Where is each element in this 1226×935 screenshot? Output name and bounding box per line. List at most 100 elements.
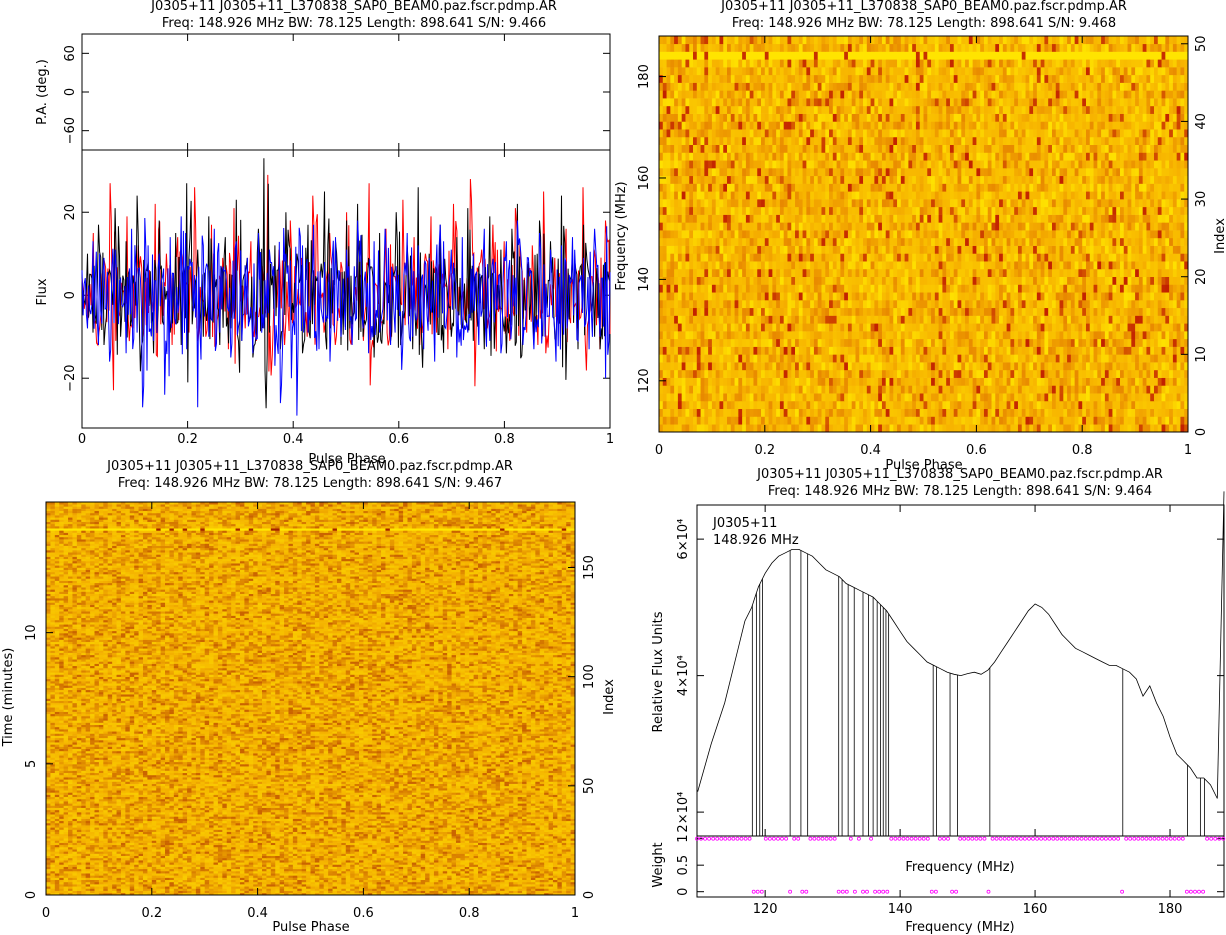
- phase-freq-cell: [749, 261, 754, 270]
- phase-freq-cell: [689, 237, 694, 246]
- phase-freq-cell: [1006, 191, 1011, 200]
- phase-freq-cell: [1089, 338, 1094, 347]
- phase-freq-cell: [670, 323, 675, 332]
- phase-freq-cell: [810, 261, 815, 270]
- phase-freq-cell: [983, 276, 989, 285]
- phase-freq-cell: [866, 214, 871, 223]
- phase-freq-cell: [1078, 245, 1083, 254]
- phase-freq-cell: [689, 284, 694, 293]
- phase-freq-cell: [889, 369, 894, 378]
- phase-freq-cell: [1153, 191, 1159, 200]
- phase-freq-cell: [715, 369, 720, 378]
- phase-freq-cell: [957, 214, 962, 223]
- phase-freq-cell: [1153, 300, 1159, 309]
- phase-freq-cell: [1119, 237, 1125, 246]
- phase-freq-cell: [1150, 362, 1155, 371]
- phase-freq-cell: [666, 292, 671, 301]
- phase-freq-cell: [1123, 261, 1128, 270]
- phase-freq-cell: [897, 206, 902, 215]
- phase-freq-cell: [1093, 385, 1098, 394]
- phase-freq-cell: [1074, 191, 1079, 200]
- phase-freq-cell: [715, 245, 720, 254]
- phase-freq-cell: [761, 307, 766, 316]
- phase-freq-cell: [817, 377, 822, 386]
- phase-freq-cell: [730, 183, 735, 192]
- phase-freq-cell: [681, 191, 686, 200]
- phase-freq-cell: [764, 424, 769, 433]
- phase-freq-cell: [915, 385, 921, 394]
- phase-freq-cell: [1029, 315, 1034, 324]
- phase-freq-cell: [1108, 292, 1113, 301]
- phase-freq-cell: [908, 424, 913, 433]
- phase-freq-cell: [704, 199, 709, 208]
- phase-freq-cell: [795, 230, 800, 239]
- phase-freq-cell: [677, 346, 683, 355]
- phase-freq-cell: [1093, 416, 1098, 425]
- phase-freq-cell: [806, 276, 811, 285]
- phase-freq-cell: [1029, 199, 1034, 208]
- phase-freq-cell: [730, 268, 735, 277]
- phase-freq-cell: [878, 315, 883, 324]
- phase-freq-cell: [696, 206, 701, 215]
- phase-freq-cell: [1051, 175, 1057, 184]
- phase-freq-cell: [1127, 206, 1132, 215]
- phase-freq-cell: [1010, 323, 1015, 332]
- phase-freq-cell: [1108, 230, 1113, 239]
- phase-freq-cell: [991, 369, 996, 378]
- phase-freq-cell: [953, 175, 958, 184]
- phase-freq-cell: [1036, 268, 1042, 277]
- phase-freq-cell: [1074, 385, 1079, 394]
- phase-freq-cell: [900, 315, 906, 324]
- phase-freq-cell: [1021, 168, 1026, 177]
- phase-freq-cell: [1002, 400, 1008, 409]
- phase-freq-cell: [1093, 393, 1098, 402]
- phase-freq-cell: [806, 268, 811, 277]
- phase-freq-cell: [813, 385, 819, 394]
- phase-freq-cell: [810, 354, 815, 363]
- phase-freq-cell: [863, 214, 868, 223]
- phase-freq-cell: [908, 230, 913, 239]
- phase-freq-cell: [727, 346, 732, 355]
- phase-freq-cell: [666, 237, 671, 246]
- phase-freq-cell: [1097, 346, 1102, 355]
- phase-freq-cell: [957, 400, 962, 409]
- phase-freq-cell: [791, 284, 796, 293]
- phase-freq-cell: [696, 307, 701, 316]
- phase-freq-cell: [949, 245, 955, 254]
- phase-freq-cell: [764, 284, 769, 293]
- phase-freq-cell: [1085, 261, 1091, 270]
- phase-freq-cell: [719, 408, 724, 417]
- phase-freq-cell: [1055, 323, 1060, 332]
- phase-freq-cell: [802, 300, 807, 309]
- phase-freq-cell: [1067, 416, 1072, 425]
- phase-freq-cell: [931, 230, 936, 239]
- phase-freq-cell: [742, 424, 747, 433]
- phase-freq-cell: [772, 175, 777, 184]
- phase-freq-cell: [953, 253, 958, 262]
- phase-freq-cell: [934, 292, 940, 301]
- phase-freq-cell: [980, 183, 985, 192]
- phase-freq-cell: [1157, 276, 1162, 285]
- phase-freq-cell: [727, 424, 732, 433]
- phase-freq-cell: [806, 416, 811, 425]
- phase-freq-cell: [965, 331, 970, 340]
- phase-freq-cell: [965, 400, 970, 409]
- phase-freq-cell: [1070, 160, 1076, 169]
- phase-freq-cell: [957, 346, 962, 355]
- phase-freq-cell: [1150, 168, 1155, 177]
- phase-freq-cell: [677, 284, 683, 293]
- phase-freq-cell: [1135, 268, 1140, 277]
- phase-freq-cell: [919, 292, 924, 301]
- phase-freq-cell: [1040, 261, 1045, 270]
- phase-freq-cell: [1097, 292, 1102, 301]
- phase-freq-cell: [749, 377, 754, 386]
- phase-freq-cell: [844, 338, 849, 347]
- phase-freq-cell: [1006, 206, 1011, 215]
- phase-freq-cell: [1142, 385, 1147, 394]
- phase-freq-cell: [772, 331, 777, 340]
- phase-freq-cell: [859, 323, 864, 332]
- phase-freq-cell: [1161, 160, 1166, 169]
- phase-freq-cell: [938, 183, 943, 192]
- phase-freq-cell: [972, 400, 977, 409]
- phase-freq-cell: [976, 191, 981, 200]
